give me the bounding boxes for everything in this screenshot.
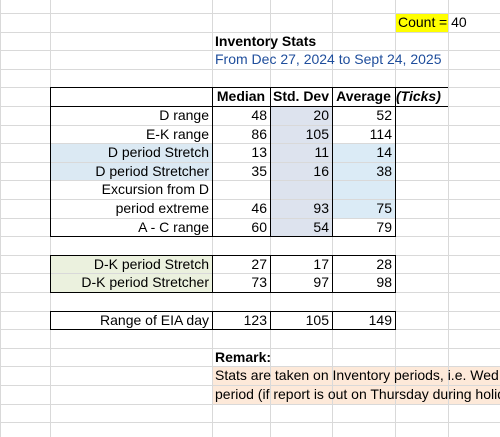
remark-fill (212, 366, 500, 404)
cell-border (332, 310, 333, 330)
grid-line (0, 217, 500, 219)
row-label: D-K period Stretcher (81, 274, 209, 291)
cell-value: 86 (251, 125, 267, 142)
average-fill (332, 143, 395, 218)
cell-value: 35 (251, 162, 267, 179)
cell-value: 93 (313, 200, 329, 216)
cell-value: 11 (314, 144, 329, 161)
column-header: (Ticks) (396, 88, 441, 105)
grid-line (0, 143, 500, 145)
title: Inventory Stats (215, 32, 317, 49)
count-value: = 40 (439, 14, 467, 30)
cell-border (50, 87, 396, 238)
grid-line (0, 273, 500, 275)
cell-value: 17 (313, 255, 329, 272)
cell-border (270, 310, 271, 330)
row-label: D period Stretch (107, 144, 209, 161)
cell-value: 123 (243, 311, 267, 328)
cell-value: 28 (376, 255, 392, 272)
cell-value: 114 (369, 125, 392, 142)
row-label: D range (159, 107, 209, 123)
cell-value: 98 (376, 274, 392, 291)
row-label: D-K period Stretch (93, 255, 209, 272)
row-label: E-K range (145, 125, 209, 142)
remark-title: Remark: (215, 348, 272, 365)
cell-value: 54 (313, 218, 329, 235)
cell-value: 97 (313, 274, 329, 291)
cell-value: 149 (368, 311, 392, 328)
grid-line (0, 50, 500, 52)
grid-line (0, 13, 500, 14)
remark-line: Stats are taken on Inventory periods, i.… (215, 367, 500, 384)
row-label: period extreme (115, 200, 209, 216)
count-fill (395, 13, 448, 32)
grid-line (0, 180, 500, 182)
cell-value: 46 (251, 200, 267, 216)
cell-value: 73 (251, 274, 267, 291)
cell-border (212, 87, 213, 237)
grid-line (0, 347, 500, 349)
cell-border (270, 254, 271, 292)
cell-value: 105 (305, 311, 329, 328)
row-label: Excursion from D (101, 181, 209, 198)
row-label: D period Stretcher (95, 162, 209, 179)
remark-line: period (if report is out on Thursday dur… (215, 386, 500, 402)
label-fill (50, 143, 212, 181)
grid-line (0, 68, 500, 70)
cell-value: 52 (376, 107, 392, 123)
cell-value: 16 (313, 162, 329, 179)
cell-border (212, 254, 213, 292)
grid-line (0, 366, 500, 368)
cell-value: 27 (251, 255, 267, 272)
cell-border (50, 87, 448, 89)
column-header: Median (216, 88, 266, 105)
cell-value: 13 (251, 144, 267, 161)
grid-line (0, 385, 500, 386)
grid-line (0, 31, 500, 33)
grid-line (0, 422, 500, 424)
cell-border (270, 87, 271, 237)
cell-border (332, 254, 333, 292)
stddev-fill (270, 106, 332, 237)
count-label: Count (398, 14, 436, 30)
cell-value: 105 (305, 125, 329, 142)
cell-value: 75 (376, 200, 392, 216)
cell-border (50, 106, 448, 107)
grid-line (0, 199, 500, 200)
grid-line (0, 161, 500, 163)
cell-border (212, 310, 213, 330)
row-label: A - C range (138, 218, 209, 235)
column-header: Average (336, 88, 391, 105)
cell-border (50, 254, 396, 293)
grid-line (0, 124, 500, 126)
grid-line (0, 403, 500, 405)
cell-value: 38 (376, 162, 392, 179)
cell-value: 48 (251, 107, 267, 123)
cell-value: 79 (376, 218, 392, 235)
cell-border (50, 310, 396, 331)
cell-value: 60 (251, 218, 267, 235)
cell-value: 20 (313, 107, 329, 123)
row-label: Range of EIA day (100, 311, 209, 328)
cell-value: 14 (376, 144, 392, 161)
cell-border (332, 87, 333, 237)
subtitle: From Dec 27, 2024 to Sept 24, 2025 (215, 51, 442, 68)
column-header: Std. Dev (272, 88, 329, 105)
